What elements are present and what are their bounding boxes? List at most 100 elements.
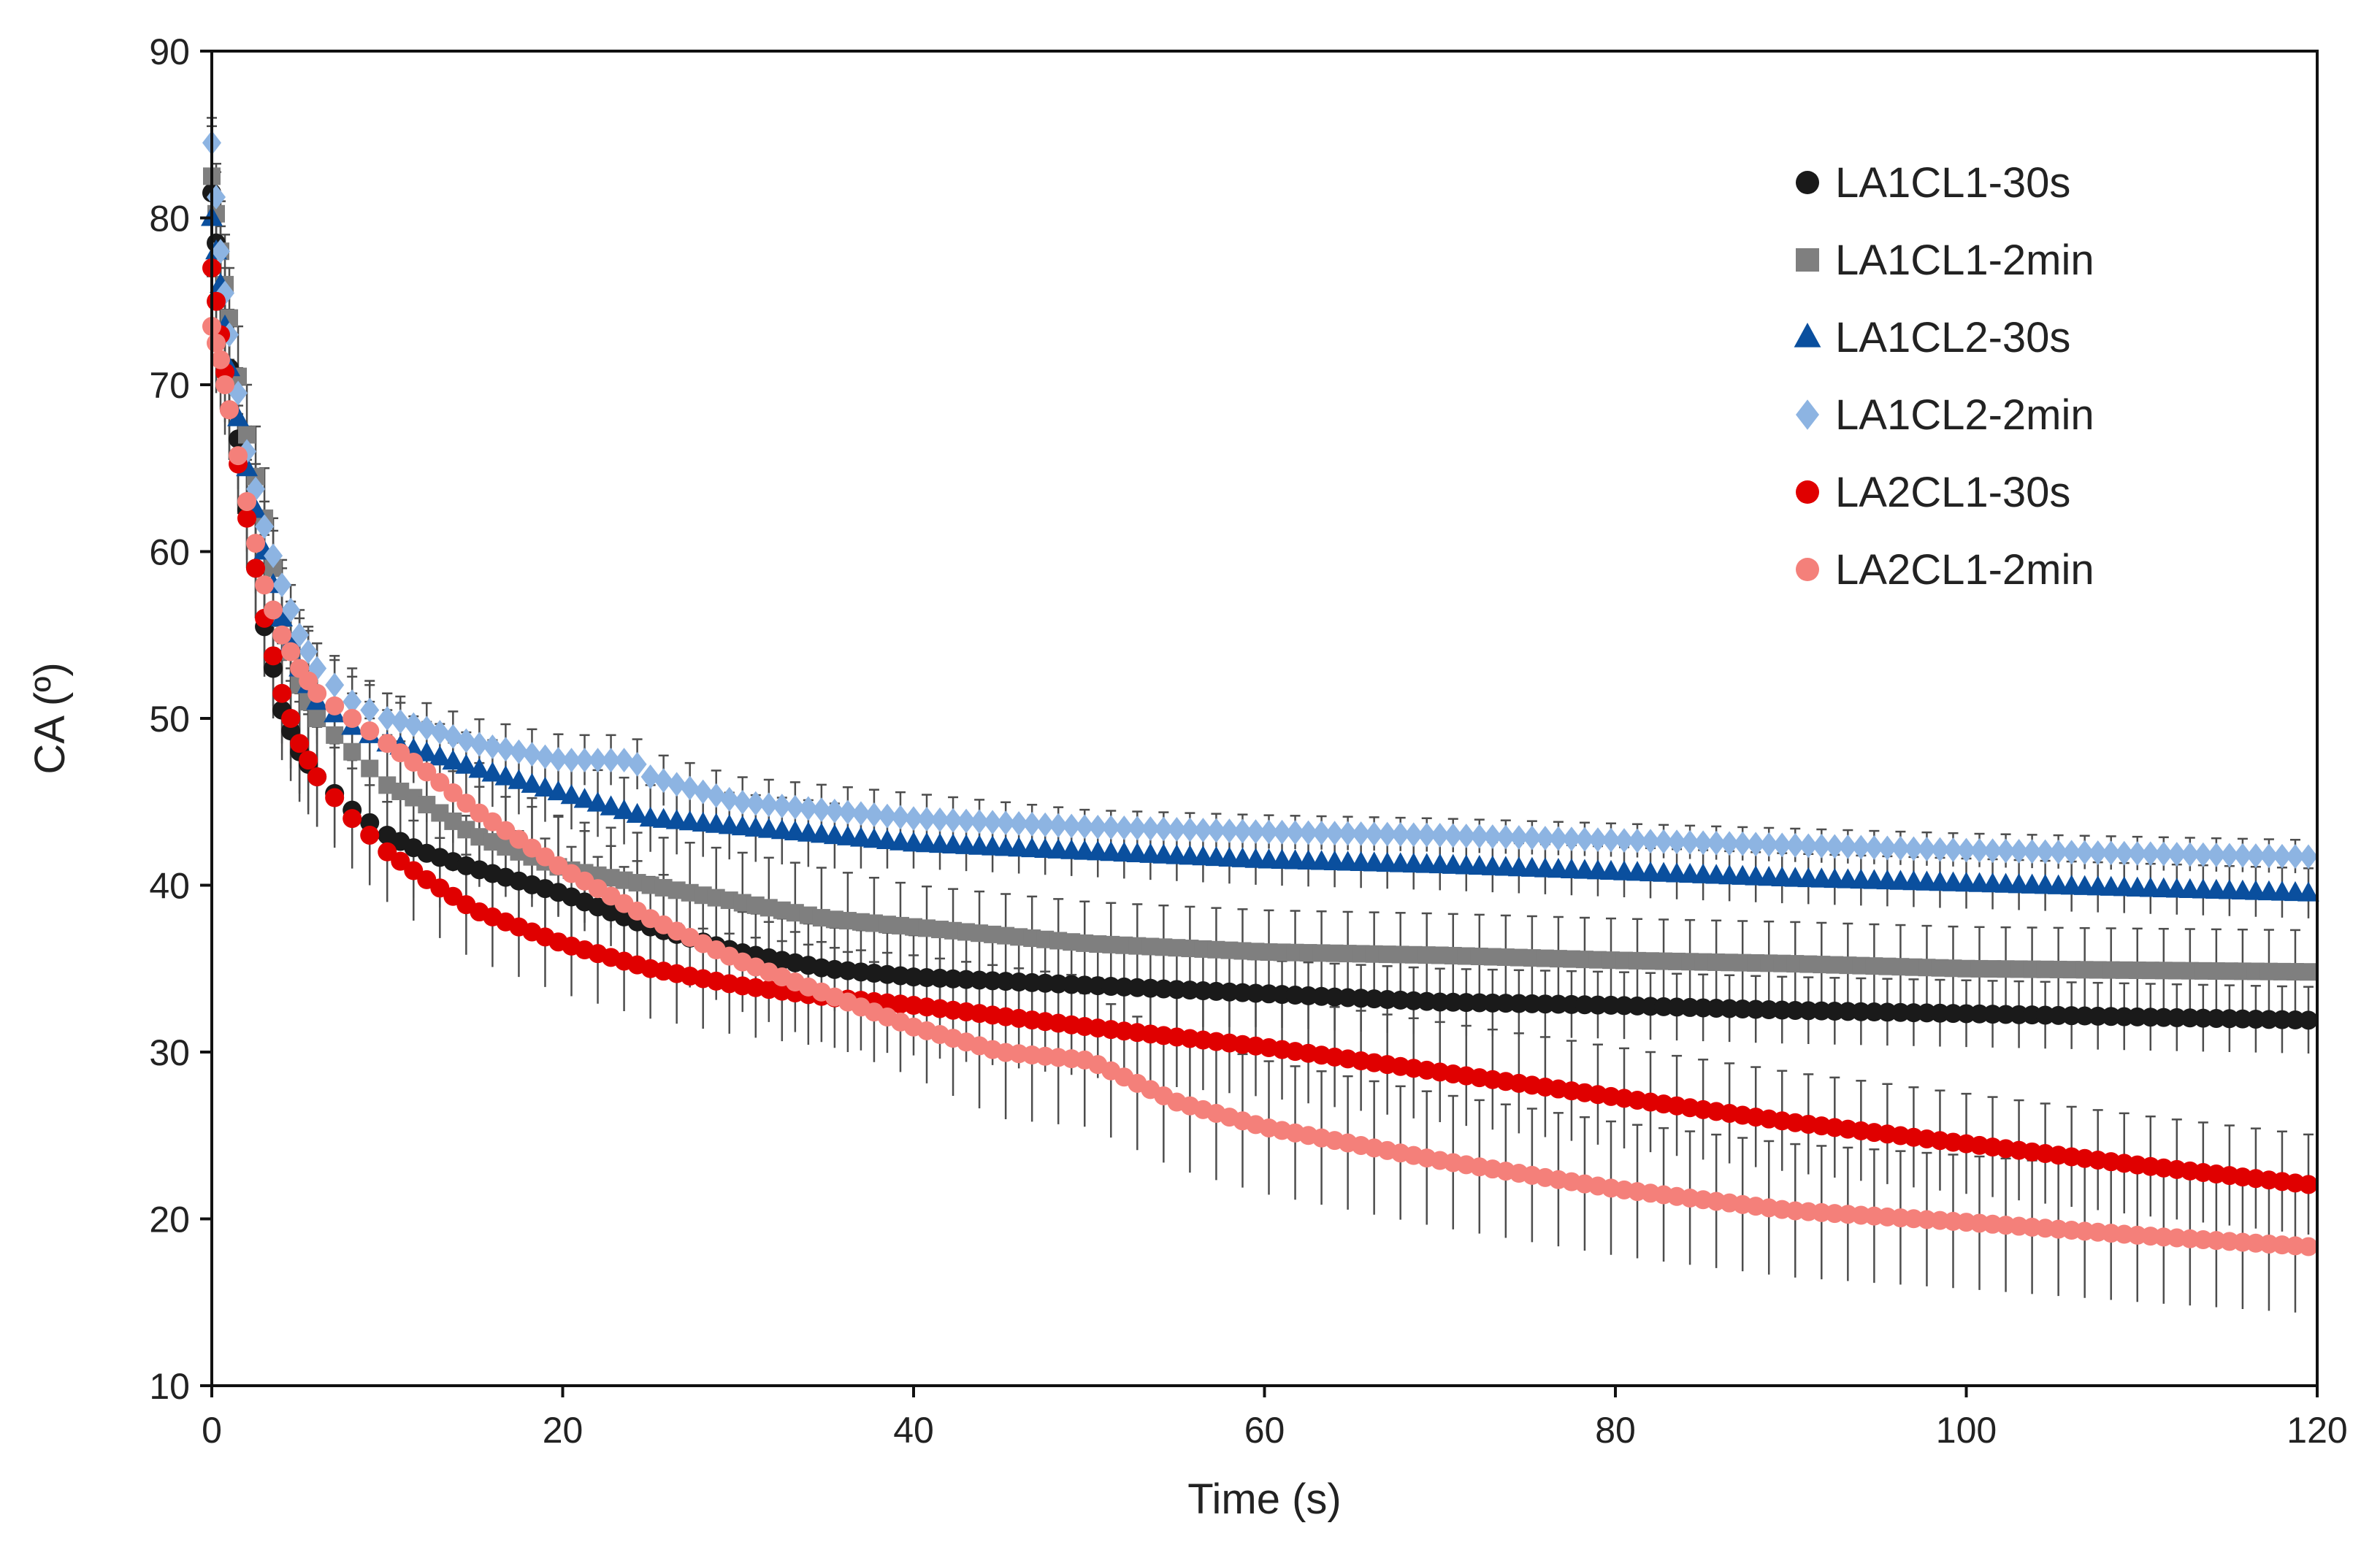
data-point — [1325, 821, 1344, 846]
legend-label: LA1CL1-2min — [1835, 237, 2094, 284]
y-tick-label: 10 — [149, 1366, 190, 1407]
data-point — [1930, 1003, 1950, 1023]
y-tick-label: 50 — [149, 699, 190, 740]
data-point — [2154, 841, 2173, 867]
legend-label: LA1CL2-2min — [1835, 391, 2094, 439]
data-point — [1482, 993, 1502, 1013]
data-point — [1588, 827, 1607, 853]
x-tick-label: 100 — [1936, 1410, 1997, 1451]
data-point — [2298, 1010, 2318, 1030]
data-point — [680, 775, 700, 801]
data-point — [1259, 819, 1279, 845]
data-point — [378, 842, 397, 861]
data-point — [326, 726, 344, 744]
data-point — [1878, 1002, 1897, 1022]
data-point — [2206, 843, 2226, 867]
data-point — [810, 823, 833, 843]
data-point — [2232, 1009, 2252, 1029]
data-point — [1759, 832, 1779, 857]
data-point — [601, 748, 621, 773]
data-point — [1864, 1002, 1884, 1022]
data-point — [2048, 840, 2068, 864]
data-point — [772, 794, 792, 818]
data-point — [1904, 1003, 1924, 1023]
series-6 — [202, 317, 2318, 1256]
data-point — [732, 789, 752, 815]
x-tick-label: 40 — [893, 1410, 934, 1451]
data-point — [1443, 823, 1463, 848]
data-point — [343, 709, 362, 728]
data-point — [560, 784, 583, 805]
data-point — [325, 788, 345, 807]
data-point — [1891, 836, 1910, 861]
series-4 — [202, 130, 2318, 870]
data-point — [343, 742, 361, 761]
data-point — [343, 809, 362, 829]
data-point — [509, 739, 529, 764]
y-axis-title: CA (º) — [26, 662, 74, 774]
data-point — [705, 813, 727, 833]
data-point — [443, 783, 463, 802]
data-point — [1404, 822, 1423, 848]
legend: LA1CL1-30s LA1CL1-2min LA1CL2-30s LA1CL2-2m… — [1794, 159, 2094, 594]
data-point — [719, 786, 739, 812]
legend-marker — [1796, 171, 1819, 194]
data-point — [1390, 822, 1410, 847]
data-point — [1193, 818, 1213, 843]
data-point — [1574, 995, 1594, 1015]
data-point — [1983, 838, 2002, 864]
data-point — [2154, 1008, 2173, 1027]
data-point — [2035, 1005, 2055, 1025]
data-point — [1496, 994, 1515, 1013]
data-point — [890, 805, 910, 830]
data-point — [2009, 838, 2029, 864]
data-point — [1364, 821, 1384, 847]
data-point — [784, 820, 806, 841]
x-axis-ticks: 0 20 40 60 80 100 120 — [202, 1386, 2348, 1451]
legend-entry: LA1CL1-30s — [1796, 159, 2070, 207]
data-point — [1838, 834, 1858, 859]
data-point — [1680, 829, 1700, 855]
data-point — [746, 791, 765, 816]
data-point — [2259, 843, 2278, 869]
data-point — [562, 748, 581, 773]
data-point — [360, 825, 380, 845]
data-point — [1667, 829, 1687, 855]
x-axis-title: Time (s) — [1187, 1476, 1341, 1523]
data-point — [2193, 842, 2213, 867]
data-point — [1825, 1002, 1845, 1021]
data-point — [1298, 820, 1318, 845]
data-point — [521, 772, 543, 793]
data-point — [1864, 835, 1884, 860]
data-point — [2285, 1010, 2305, 1030]
data-point — [970, 809, 990, 834]
data-point — [798, 796, 818, 821]
data-point — [678, 810, 701, 831]
data-point — [1430, 992, 1450, 1012]
data-point — [547, 780, 570, 801]
data-point — [2022, 839, 2042, 864]
data-point — [1772, 1000, 1792, 1020]
data-point — [1075, 814, 1095, 840]
data-point — [1338, 821, 1358, 846]
x-tick-label: 80 — [1595, 1410, 1636, 1451]
data-point — [2299, 963, 2317, 981]
data-point — [1561, 826, 1581, 851]
data-point — [1049, 813, 1068, 838]
series-2 — [203, 167, 2317, 981]
legend-label: LA2CL1-30s — [1835, 469, 2070, 516]
data-point — [1377, 821, 1397, 847]
data-point — [944, 807, 963, 833]
data-point — [1917, 837, 1937, 861]
data-point — [2127, 841, 2147, 866]
data-point — [1615, 828, 1634, 853]
data-point — [1930, 837, 1950, 862]
data-point — [325, 696, 345, 715]
data-point — [2088, 1006, 2108, 1026]
data-point — [456, 728, 476, 753]
data-point — [534, 776, 556, 797]
data-point — [496, 737, 516, 762]
data-point — [1956, 1004, 1976, 1024]
data-point — [2114, 840, 2134, 866]
